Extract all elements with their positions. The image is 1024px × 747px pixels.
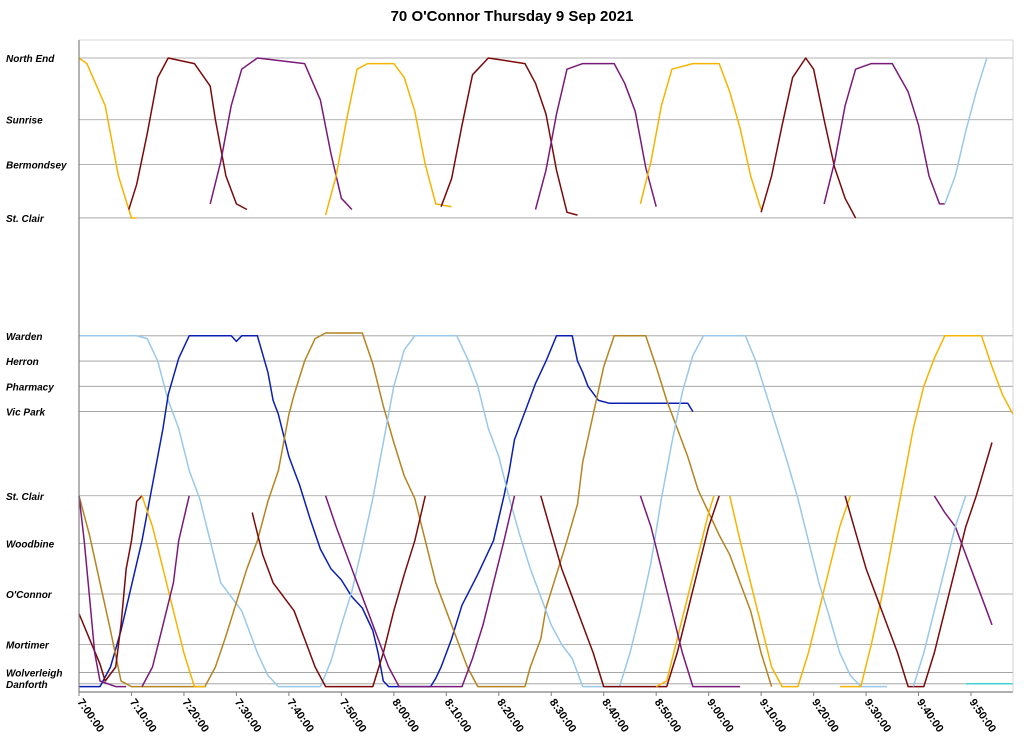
stop-label: O'Connor bbox=[6, 590, 53, 601]
axis-layer bbox=[78, 39, 1014, 696]
trip-line-blue bbox=[79, 335, 694, 688]
stop-label: Bermondsey bbox=[6, 161, 67, 172]
x-tick-label: 8:20:00 bbox=[494, 697, 526, 735]
x-tick-label: 8:30:00 bbox=[547, 697, 579, 735]
trip-line-purple bbox=[639, 495, 741, 688]
x-tick-label: 8:00:00 bbox=[389, 697, 421, 735]
stop-label: Herron bbox=[6, 357, 39, 368]
x-tick-label: 7:30:00 bbox=[232, 697, 264, 735]
stop-label: Vic Park bbox=[6, 408, 46, 419]
x-tick-label: 9:30:00 bbox=[862, 697, 894, 735]
stop-label-layer: North End Sunrise Bermondsey St. Clair Warde… bbox=[6, 54, 67, 691]
grid-layer bbox=[79, 57, 1013, 685]
trip-line-gold bbox=[639, 62, 762, 210]
x-tick-label: 9:20:00 bbox=[809, 697, 841, 735]
stop-label: Pharmacy bbox=[6, 382, 54, 393]
x-tick-label: 7:40:00 bbox=[284, 697, 316, 735]
stop-label: North End bbox=[6, 54, 55, 65]
x-tick-label: 7:50:00 bbox=[337, 697, 369, 735]
trip-line-skyblue bbox=[912, 495, 967, 687]
x-tick-label: 7:20:00 bbox=[179, 697, 211, 735]
x-tick-label: 9:40:00 bbox=[914, 697, 946, 735]
trip-line-skyblue bbox=[319, 335, 620, 688]
trip-line-gold bbox=[78, 57, 137, 219]
trip-line-purple bbox=[933, 495, 993, 626]
x-tick-label: 7:10:00 bbox=[127, 697, 159, 735]
trip-line-skyblue bbox=[618, 335, 888, 688]
stop-label: Mortimer bbox=[6, 641, 50, 652]
x-tick-label: 9:10:00 bbox=[757, 697, 789, 735]
x-tick-label: 8:40:00 bbox=[599, 697, 631, 735]
trip-line-skyblue bbox=[79, 335, 321, 688]
trip-line-purple bbox=[823, 62, 945, 205]
trip-line-maroon bbox=[844, 442, 993, 688]
chart-title: 70 O'Connor Thursday 9 Sep 2021 bbox=[390, 8, 634, 25]
x-tick-label: 8:10:00 bbox=[442, 697, 474, 735]
stop-label: Sunrise bbox=[6, 116, 43, 127]
trip-line-gold bbox=[728, 495, 852, 688]
stop-label: St. Clair bbox=[6, 214, 45, 225]
trip-line-maroon bbox=[251, 495, 427, 688]
stop-label: Wolverleigh bbox=[6, 669, 63, 680]
stop-label: Woodbine bbox=[6, 539, 55, 550]
series-layer bbox=[78, 57, 1014, 688]
stop-label: Warden bbox=[6, 332, 43, 343]
trip-line-gold bbox=[324, 62, 452, 216]
trip-line-maroon bbox=[128, 57, 248, 211]
trip-line-purple bbox=[324, 495, 516, 688]
tick-label-layer: 7:00:00 7:10:00 7:20:00 7:30:00 7:40:00 7:50:… bbox=[75, 697, 999, 735]
x-tick-label: 7:00:00 bbox=[75, 697, 107, 735]
trip-line-maroon bbox=[440, 57, 578, 216]
trip-line-purple bbox=[78, 495, 127, 688]
stop-label: Danforth bbox=[6, 680, 48, 691]
trip-line-gold bbox=[141, 495, 205, 688]
trip-line-maroon bbox=[540, 495, 720, 688]
x-tick-label: 9:50:00 bbox=[967, 697, 999, 735]
trip-line-gold bbox=[839, 335, 1014, 688]
trip-line-olive bbox=[78, 332, 773, 688]
x-tick-label: 9:00:00 bbox=[704, 697, 736, 735]
x-tick-label: 8:50:00 bbox=[652, 697, 684, 735]
trip-line-maroon bbox=[760, 57, 857, 219]
trip-line-skyblue bbox=[944, 57, 988, 205]
trip-line-purple bbox=[209, 57, 353, 211]
trip-line-gold bbox=[655, 495, 715, 688]
trip-line-purple bbox=[141, 495, 190, 687]
trip-line-purple bbox=[534, 62, 657, 210]
stop-label: St. Clair bbox=[6, 492, 45, 503]
